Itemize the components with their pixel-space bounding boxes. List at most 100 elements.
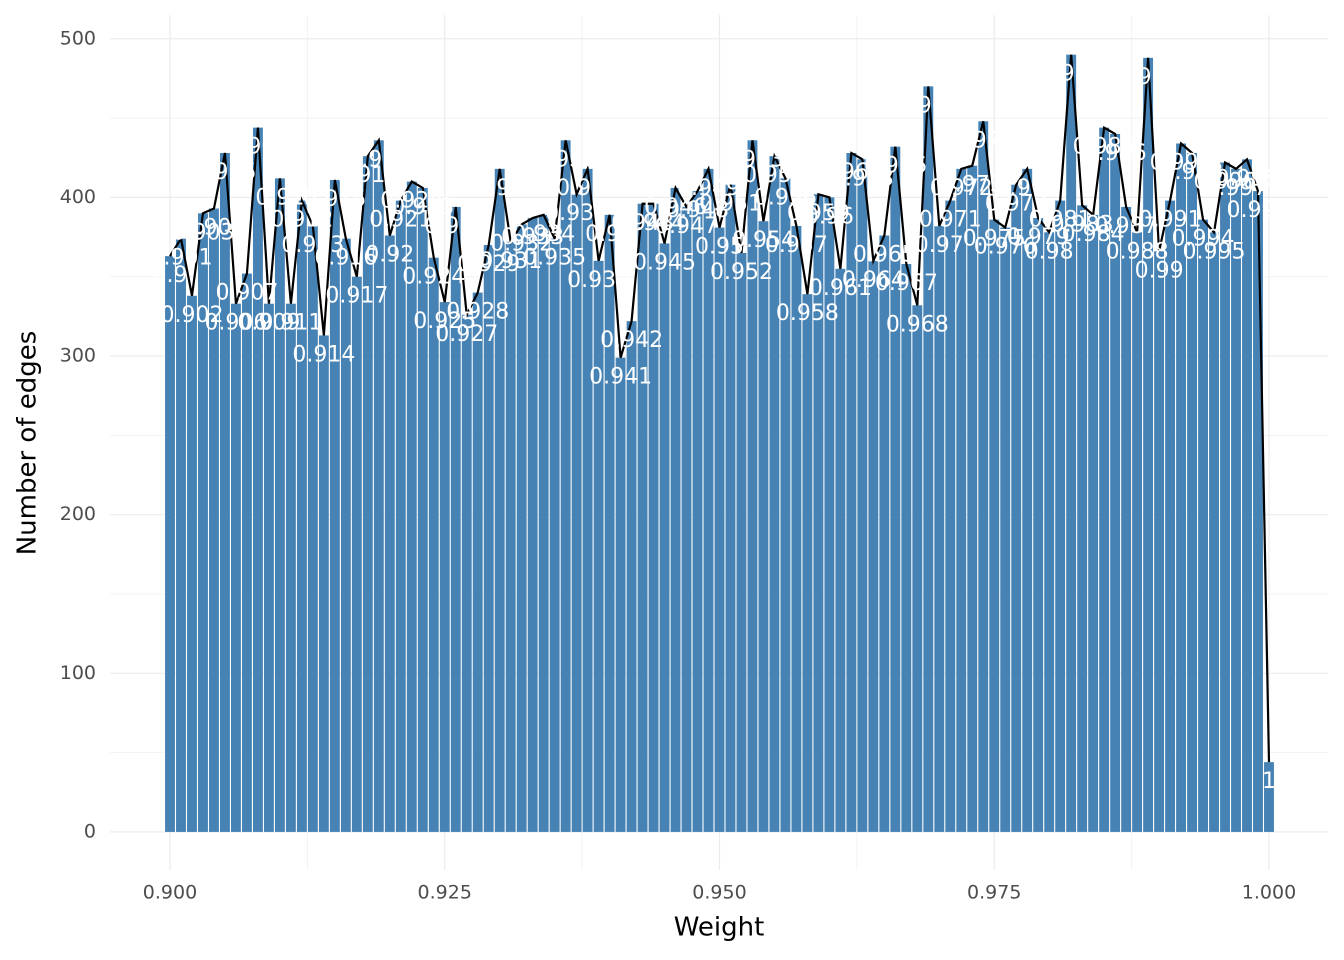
data-label: 0.975: [963, 227, 1026, 252]
bar: [351, 276, 362, 832]
data-label: 1: [1262, 769, 1276, 794]
bar: [725, 184, 736, 832]
bar: [527, 218, 538, 832]
data-label: 0.945: [633, 250, 696, 275]
bar: [285, 303, 296, 832]
data-label: 0.921: [369, 208, 432, 233]
data-label: 0.986: [1084, 141, 1147, 166]
bar: [494, 168, 505, 832]
bar: [769, 156, 780, 832]
data-label: 0.95: [695, 235, 744, 260]
bar: [857, 159, 868, 832]
data-label: 0.974: [952, 128, 1015, 153]
data-label: 0.924: [402, 265, 465, 290]
bar: [1110, 133, 1121, 832]
bar: [483, 245, 494, 832]
bar: [1000, 227, 1011, 832]
data-label: 0.994: [1172, 227, 1235, 252]
bar: [978, 121, 989, 832]
data-label: 0.982: [1040, 62, 1103, 87]
data-label: 0.925: [413, 309, 476, 334]
bar: [1011, 184, 1022, 832]
bar: [176, 238, 186, 832]
bar: [604, 214, 615, 832]
bar: [450, 206, 461, 832]
data-label: 0.983: [1051, 212, 1114, 237]
bar: [516, 224, 527, 832]
data-label: 0.917: [325, 284, 388, 309]
data-label: 0.947: [655, 214, 718, 239]
data-label: 0.972: [930, 176, 993, 201]
data-label: 0.992: [1150, 150, 1213, 175]
data-label: 0.927: [435, 322, 498, 347]
data-label: 0.901: [150, 246, 213, 271]
data-label: 0.94: [585, 222, 634, 247]
bar: [165, 256, 175, 832]
data-label: 0.958: [776, 301, 839, 326]
data-label: 0.998: [1216, 166, 1279, 191]
bar: [1066, 54, 1077, 832]
bar: [1088, 214, 1099, 832]
data-label: 0.987: [1095, 214, 1158, 239]
bar: [362, 156, 373, 832]
bar: [472, 292, 483, 832]
data-label: 0.932: [490, 231, 553, 256]
data-label: 0.915: [303, 187, 366, 212]
bar: [406, 181, 417, 832]
bar: [648, 203, 659, 832]
y-axis-title: Number of edges: [13, 331, 43, 556]
data-label: 0.98: [1025, 239, 1074, 264]
y-tick-label: 400: [60, 186, 96, 208]
line: [169, 54, 1271, 763]
bar: [1022, 168, 1033, 832]
data-label: 0.908: [226, 135, 289, 160]
bar: [428, 257, 439, 832]
bar: [791, 225, 802, 832]
data-label: 0.943: [611, 211, 674, 236]
data-label: 0.976: [974, 235, 1037, 260]
bar: [187, 295, 197, 832]
bar: [252, 127, 263, 832]
y-tick-label: 100: [60, 662, 96, 684]
bar: [703, 168, 714, 832]
bar: [956, 168, 967, 832]
data-label: 0.913: [281, 233, 344, 258]
bar: [923, 86, 934, 832]
bar: [659, 243, 670, 832]
data-label: 0.903: [171, 220, 234, 245]
bar: [846, 153, 857, 832]
bar: [1220, 162, 1230, 832]
bar: [307, 225, 318, 832]
data-label: 0.988: [1106, 239, 1169, 264]
bar: [736, 252, 747, 832]
data-label: 0.9: [153, 263, 188, 288]
data-label: 0.991: [1139, 208, 1202, 233]
data-label: 0.973: [941, 173, 1004, 198]
y-tick-label: 500: [60, 27, 96, 49]
bar: [1099, 127, 1110, 832]
bar: [461, 314, 472, 832]
bar: [1209, 232, 1219, 832]
bar: [989, 219, 1000, 832]
bar: [1187, 153, 1198, 832]
data-label: 0.928: [446, 300, 509, 325]
bar: [274, 178, 285, 832]
bar: [1055, 200, 1066, 832]
data-label: 0.964: [842, 268, 905, 293]
data-label: 0.966: [864, 154, 927, 179]
data-label: 0.965: [853, 242, 916, 267]
data-label: 0.971: [919, 208, 982, 233]
data-label: 0.985: [1073, 135, 1136, 160]
y-tick-label: 0: [84, 820, 96, 842]
bar: [758, 221, 769, 832]
x-tick-label: 0.900: [143, 882, 197, 904]
data-label: 0.995: [1183, 239, 1246, 264]
data-label: 0.989: [1117, 65, 1180, 90]
x-tick-label: 1.000: [1242, 882, 1296, 904]
bar: [813, 194, 824, 832]
bar: [626, 321, 637, 832]
data-label: 0.99: [1135, 258, 1184, 283]
data-label: 0.977: [985, 192, 1048, 217]
data-label: 0.967: [875, 271, 938, 296]
bar: [901, 264, 912, 832]
